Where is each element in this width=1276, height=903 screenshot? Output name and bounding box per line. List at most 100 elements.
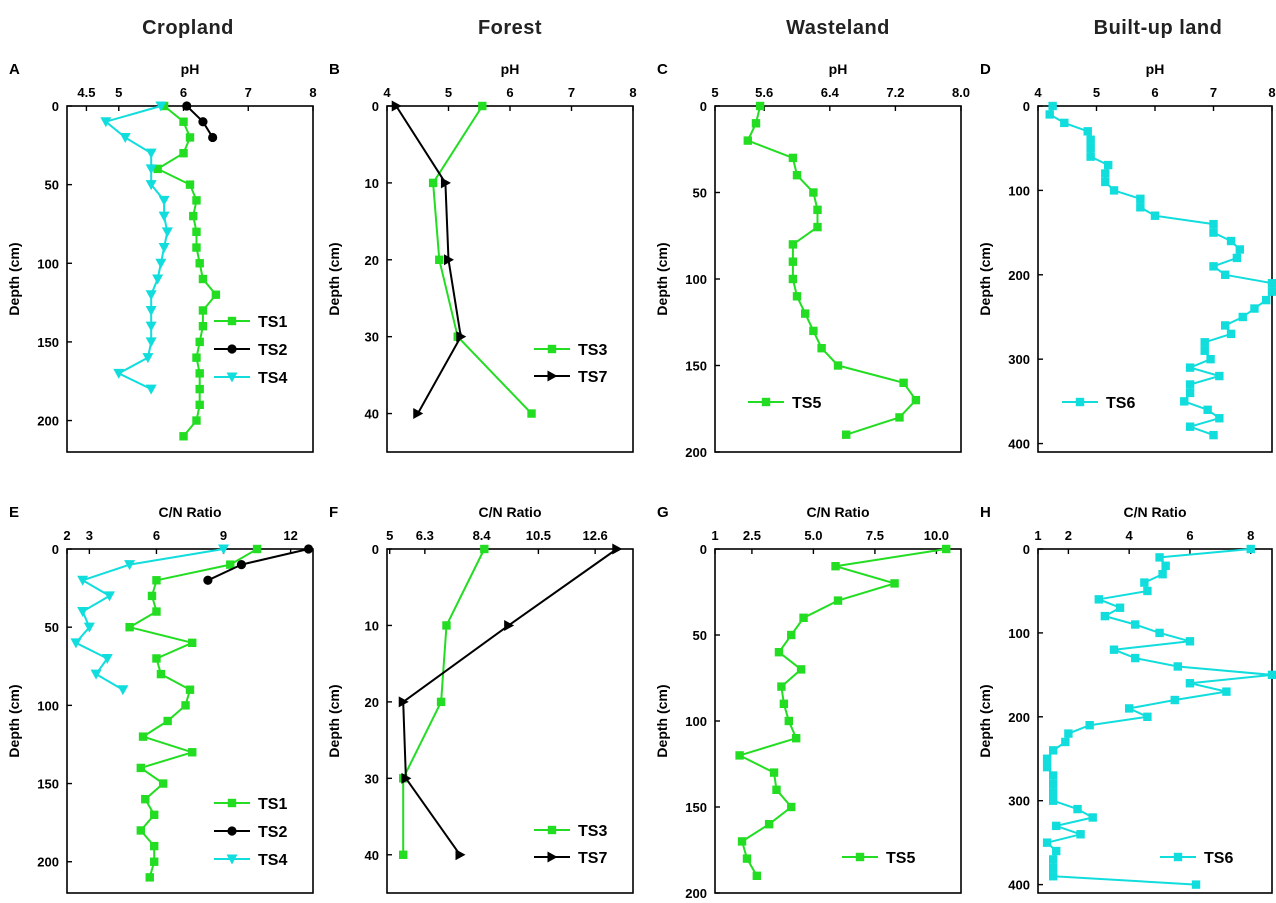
- y-tick-label: 200: [37, 855, 59, 870]
- panel-letter: H: [980, 504, 991, 521]
- data-point: [70, 638, 82, 649]
- legend-label: TS4: [258, 370, 287, 387]
- x-axis-title: pH: [829, 61, 848, 77]
- data-point: [1060, 118, 1069, 128]
- series-ts1: [125, 544, 262, 882]
- data-point: [1185, 388, 1195, 398]
- x-tick-label: 1: [711, 528, 718, 543]
- y-axis-title: Depth (cm): [326, 242, 342, 315]
- series-ts6: [1045, 101, 1276, 440]
- data-point: [791, 734, 801, 743]
- x-tick-label: 4: [1126, 528, 1134, 543]
- y-axis-title: Depth (cm): [977, 242, 993, 315]
- x-tick-label: 12: [283, 528, 297, 543]
- y-axis-title: Depth (cm): [977, 684, 993, 757]
- series-line: [104, 105, 169, 390]
- data-point: [161, 227, 173, 238]
- data-point: [1136, 194, 1145, 204]
- data-point: [833, 596, 843, 605]
- data-point: [1209, 262, 1218, 271]
- legend-marker: [547, 370, 558, 382]
- y-tick-label: 0: [372, 542, 379, 557]
- x-tick-label: 8: [629, 85, 636, 100]
- x-tick-label: 8.4: [473, 528, 492, 543]
- legend: TS1 TS2 TS4: [214, 314, 287, 387]
- y-tick-label: 20: [365, 253, 379, 268]
- x-tick-label: 10.0: [924, 528, 949, 543]
- series-line: [746, 105, 917, 436]
- data-point: [899, 378, 908, 387]
- data-point: [1267, 287, 1276, 296]
- data-point: [764, 820, 774, 829]
- series-ts1: [153, 101, 221, 441]
- y-tick-label: 0: [52, 542, 59, 557]
- legend-label: TS7: [578, 850, 607, 867]
- data-point: [787, 630, 796, 640]
- x-tick-label: 4.5: [77, 85, 95, 100]
- data-point: [1226, 236, 1236, 246]
- legend-label: TS5: [792, 395, 821, 412]
- x-tick-label: 12.6: [582, 528, 607, 543]
- legend: TS3 TS7: [534, 342, 607, 386]
- y-tick-label: 0: [1023, 99, 1030, 114]
- data-point: [1209, 219, 1218, 229]
- x-axis-title: C/N Ratio: [159, 504, 222, 520]
- panel-f: F C/N Ratio Depth (cm) 5 6.3 8.4 10.5 12.6 0 10 20…: [326, 504, 634, 894]
- x-tick-label: 7: [1210, 85, 1217, 100]
- y-tick-label: 400: [1008, 878, 1030, 893]
- data-point: [155, 101, 167, 112]
- data-point: [1143, 586, 1152, 596]
- data-point: [1173, 662, 1182, 671]
- legend-label: TS6: [1106, 395, 1135, 412]
- data-point: [159, 101, 169, 111]
- data-point: [480, 544, 489, 554]
- legend-marker: [761, 397, 771, 407]
- data-point: [1185, 380, 1195, 389]
- data-point: [158, 195, 170, 206]
- data-point: [1158, 569, 1167, 579]
- data-point: [195, 337, 204, 347]
- data-point: [401, 772, 412, 784]
- data-point: [203, 575, 213, 585]
- series-ts6: [1042, 544, 1276, 889]
- legend-marker: [855, 852, 865, 862]
- data-point: [413, 408, 424, 420]
- data-point: [192, 196, 201, 205]
- legend: TS6: [1062, 395, 1135, 412]
- y-tick-label: 100: [685, 714, 707, 729]
- data-point: [1101, 177, 1110, 187]
- data-point: [195, 400, 204, 410]
- data-point: [801, 309, 810, 318]
- series-ts7: [398, 543, 623, 861]
- y-tick-label: 10: [365, 618, 379, 633]
- data-point: [185, 685, 195, 694]
- legend: TS3 TS7: [534, 823, 607, 867]
- data-point: [1048, 855, 1058, 864]
- data-point: [1115, 603, 1125, 612]
- data-point: [103, 591, 115, 602]
- data-point: [1267, 279, 1276, 288]
- data-point: [195, 384, 204, 394]
- x-tick-label: 6: [153, 528, 160, 543]
- x-tick-label: 5: [711, 85, 718, 100]
- data-point: [1094, 595, 1103, 604]
- y-tick-label: 400: [1008, 437, 1030, 452]
- data-point: [192, 353, 201, 362]
- data-point: [817, 344, 826, 353]
- data-point: [1124, 704, 1134, 713]
- data-point: [1064, 729, 1073, 738]
- column-title-built-up-land: Built-up land: [1094, 17, 1223, 39]
- y-tick-label: 40: [365, 848, 379, 863]
- data-point: [1109, 645, 1119, 654]
- data-point: [774, 648, 784, 657]
- data-point: [158, 243, 170, 254]
- x-tick-label: 4: [383, 85, 391, 100]
- panel-letter: E: [9, 504, 19, 521]
- data-point: [101, 653, 113, 664]
- data-point: [1086, 143, 1095, 153]
- data-point: [1185, 363, 1195, 372]
- data-point: [1185, 422, 1195, 431]
- data-point: [150, 841, 159, 851]
- data-point: [1250, 304, 1259, 313]
